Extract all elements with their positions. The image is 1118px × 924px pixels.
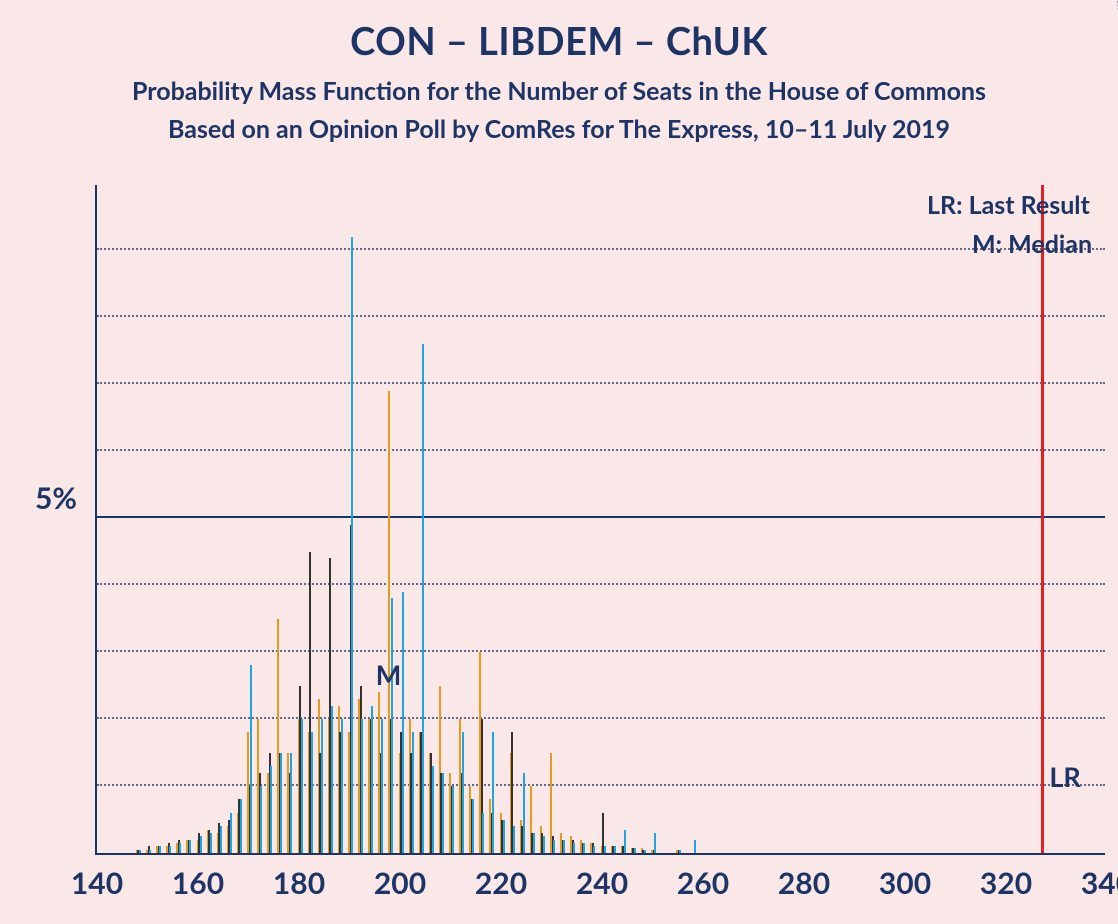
x-axis-label: 240 bbox=[576, 865, 628, 901]
x-axis-label: 140 bbox=[71, 865, 123, 901]
x-axis-label: 160 bbox=[172, 865, 224, 901]
bar bbox=[149, 850, 151, 853]
bar bbox=[442, 773, 444, 853]
bar bbox=[573, 843, 575, 853]
bar bbox=[452, 786, 454, 853]
x-axis-label: 200 bbox=[374, 865, 426, 901]
bar bbox=[604, 846, 606, 853]
bar bbox=[361, 719, 363, 853]
bar bbox=[290, 753, 292, 854]
gridline-minor bbox=[97, 583, 1105, 585]
legend-lr: LR: Last Result bbox=[927, 190, 1090, 220]
bar bbox=[139, 850, 141, 853]
x-axis-label: 320 bbox=[980, 865, 1032, 901]
bar bbox=[210, 833, 212, 853]
plot-area: 5%140160180200220240260280300320340LR: L… bbox=[95, 185, 1105, 855]
x-axis-label: 280 bbox=[778, 865, 830, 901]
bar bbox=[301, 719, 303, 853]
x-axis-label: 260 bbox=[677, 865, 729, 901]
bar bbox=[563, 840, 565, 853]
bar bbox=[311, 732, 313, 853]
median-label: M bbox=[376, 658, 402, 691]
bar bbox=[462, 732, 464, 853]
gridline-minor bbox=[97, 449, 1105, 451]
bar bbox=[402, 592, 404, 853]
x-axis-label: 300 bbox=[879, 865, 931, 901]
bar bbox=[179, 843, 181, 853]
bar bbox=[250, 665, 252, 853]
gridline-minor bbox=[97, 382, 1105, 384]
bar bbox=[189, 840, 191, 853]
bar bbox=[351, 237, 353, 853]
gridline-minor bbox=[97, 248, 1105, 250]
lr-label: LR bbox=[1049, 760, 1080, 793]
bar bbox=[614, 846, 616, 853]
bar bbox=[270, 766, 272, 853]
bar bbox=[280, 753, 282, 854]
copyright: © 2019 Filip van Laenen bbox=[1114, 0, 1118, 10]
chart-title: CON – LIBDEM – ChUK bbox=[0, 0, 1118, 64]
bar bbox=[341, 719, 343, 853]
bar bbox=[503, 820, 505, 854]
bar bbox=[220, 826, 222, 853]
bar bbox=[654, 833, 656, 853]
gridline-minor bbox=[97, 315, 1105, 317]
bar bbox=[583, 843, 585, 853]
bar bbox=[200, 836, 202, 853]
bar bbox=[513, 826, 515, 853]
bar bbox=[679, 850, 681, 853]
bar bbox=[422, 344, 424, 853]
bar bbox=[159, 846, 161, 853]
lr-line bbox=[1041, 185, 1044, 853]
bar bbox=[533, 833, 535, 853]
bar bbox=[634, 848, 636, 853]
bar bbox=[472, 799, 474, 853]
bar bbox=[381, 719, 383, 853]
gridline-minor bbox=[97, 650, 1105, 652]
bar bbox=[391, 598, 393, 853]
x-axis-label: 180 bbox=[273, 865, 325, 901]
bar bbox=[412, 732, 414, 853]
bar bbox=[230, 813, 232, 853]
bar bbox=[240, 799, 242, 853]
bar bbox=[543, 836, 545, 853]
bar bbox=[321, 719, 323, 853]
bar bbox=[371, 706, 373, 853]
bar bbox=[492, 732, 494, 853]
chart-subtitle-1: Probability Mass Function for the Number… bbox=[0, 76, 1118, 106]
chart-subtitle-2: Based on an Opinion Poll by ComRes for T… bbox=[0, 114, 1118, 144]
bar bbox=[553, 840, 555, 853]
legend-m: M: Median bbox=[972, 229, 1092, 259]
gridline-minor bbox=[97, 717, 1105, 719]
bar bbox=[169, 846, 171, 853]
bar bbox=[523, 773, 525, 853]
x-axis-label: 340 bbox=[1081, 865, 1118, 901]
x-axis-label: 220 bbox=[475, 865, 527, 901]
bar bbox=[644, 850, 646, 853]
bar bbox=[593, 846, 595, 853]
bar bbox=[331, 706, 333, 853]
y-axis-label: 5% bbox=[35, 480, 77, 516]
bar bbox=[482, 813, 484, 853]
bar bbox=[694, 840, 696, 853]
gridline-major bbox=[97, 516, 1105, 518]
bar bbox=[432, 766, 434, 853]
bar bbox=[260, 786, 262, 853]
bar bbox=[624, 830, 626, 853]
